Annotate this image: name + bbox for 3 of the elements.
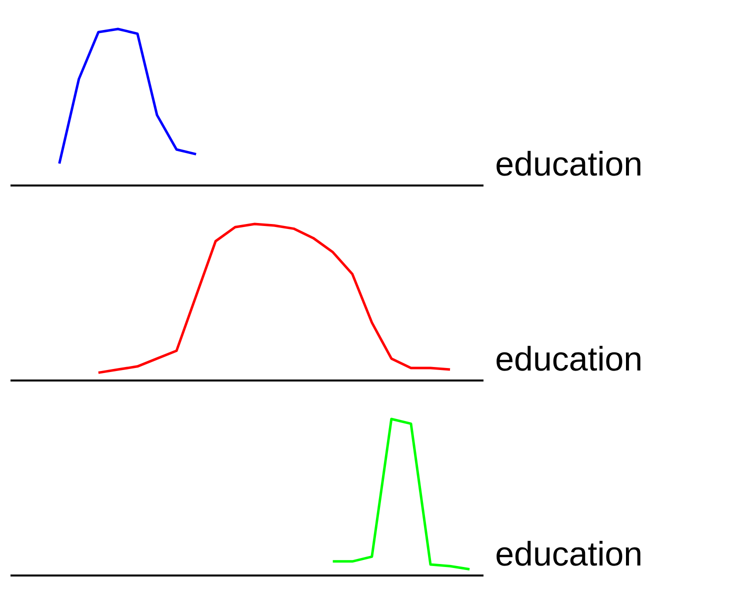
x-axis-title: education (495, 340, 643, 378)
x-axis-title: education (495, 536, 643, 574)
x-axis-title: education (495, 146, 643, 184)
